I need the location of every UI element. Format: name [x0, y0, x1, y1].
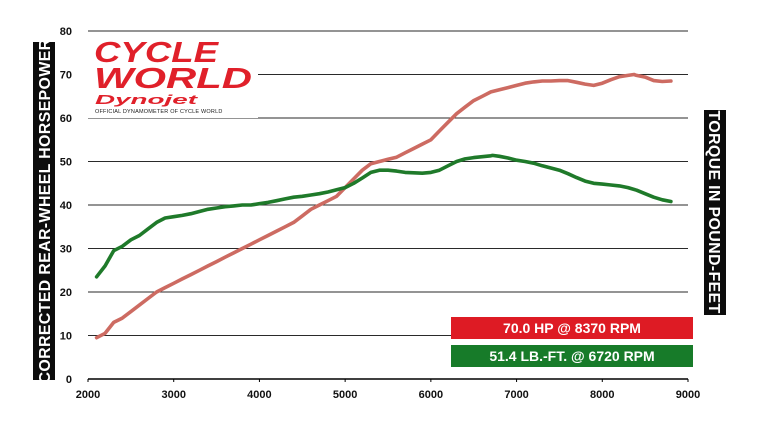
y-tick-label: 10 [60, 331, 72, 343]
x-tick-label: 8000 [590, 389, 614, 401]
x-tick-label: 2000 [76, 389, 100, 401]
y-tick-label: 0 [66, 374, 72, 386]
logo-line2: WORLD [94, 63, 252, 95]
left-axis-title-box [33, 42, 55, 380]
cycle-world-logo: CYCLE WORLD Dynojet OFFICIAL DYNAMOMETER… [88, 36, 258, 118]
legend-torque-box [451, 345, 693, 367]
right-axis-title-text: TORQUE IN POUND-FEET [705, 110, 722, 313]
x-tick-label: 7000 [504, 389, 528, 401]
y-tick-label: 30 [60, 244, 72, 256]
x-tick-label: 9000 [676, 389, 700, 401]
y-tick-label: 70 [60, 70, 72, 82]
y-tick-label: 60 [60, 113, 72, 125]
horsepower-line [94, 72, 673, 340]
right-axis-title: TORQUE IN POUND-FEET [704, 110, 726, 315]
logo-line1: CYCLE [94, 37, 220, 69]
y-tick-label: 40 [60, 200, 72, 212]
x-tick-label: 6000 [419, 389, 443, 401]
y-tick-label: 50 [60, 157, 72, 169]
left-axis-title-text: CORRECTED REAR-WHEEL HORSEPOWER [37, 38, 54, 383]
logo-dynojet: Dynojet [95, 92, 198, 107]
series-lines [94, 72, 673, 340]
x-tick-label: 5000 [333, 389, 357, 401]
torque-line [94, 153, 673, 279]
logo-background [88, 38, 258, 118]
y-tick-label: 20 [60, 287, 72, 299]
logo-tagline: OFFICIAL DYNAMOMETER OF CYCLE WORLD [95, 109, 223, 115]
legend-torque-label: 51.4 LB.-FT. @ 6720 RPM [489, 348, 654, 364]
legend-hp-label: 70.0 HP @ 8370 RPM [503, 320, 641, 336]
x-tick-labels: 2000 3000 4000 5000 6000 7000 8000 9000 [76, 389, 700, 401]
legend: 70.0 HP @ 8370 RPM 51.4 LB.-FT. @ 6720 R… [451, 317, 693, 367]
x-tick-label: 3000 [161, 389, 185, 401]
right-axis-title-box [704, 110, 726, 315]
legend-hp-box [451, 317, 693, 339]
x-tick-label: 4000 [247, 389, 271, 401]
y-tick-labels: 0 10 20 30 40 50 60 70 80 [60, 26, 72, 386]
left-axis-title: CORRECTED REAR-WHEEL HORSEPOWER [33, 38, 55, 384]
y-tick-label: 80 [60, 26, 72, 38]
